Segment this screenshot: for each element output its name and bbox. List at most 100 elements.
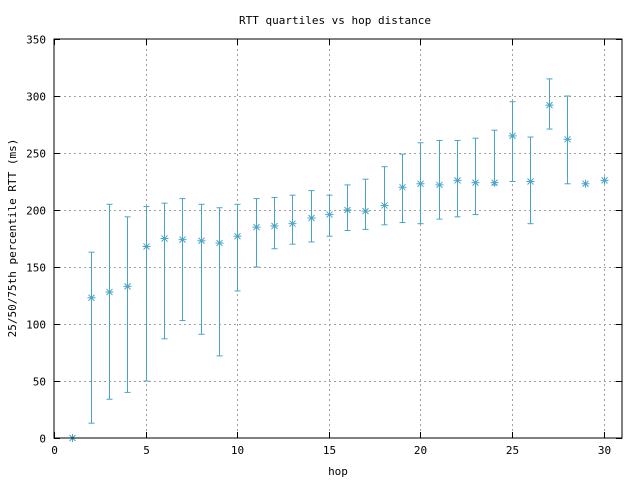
axis-ticks: 0 50 100 150 200 250 300 350 0 5 10 15 20 25 30: [26, 34, 622, 457]
y-tick-label: 250: [26, 148, 46, 161]
data-point: [471, 137, 480, 216]
data-point: [307, 190, 316, 243]
y-tick-label: 300: [26, 91, 46, 104]
data-point: [178, 198, 187, 322]
data-point: [87, 251, 96, 424]
median-star-marker: [233, 232, 242, 241]
star-stroke: [106, 288, 113, 296]
star-stroke: [381, 202, 388, 209]
star-stroke: [417, 180, 424, 188]
data-point: [197, 203, 206, 335]
data-point: [270, 196, 279, 250]
star-stroke: [491, 179, 498, 186]
median-star-marker: [600, 176, 609, 185]
plot-frame: [53, 38, 623, 439]
y-tick-label: 150: [26, 262, 46, 275]
star-stroke: [472, 179, 479, 186]
median-star-marker: [142, 242, 151, 251]
median-star-marker: [416, 179, 425, 188]
data-point: [398, 153, 407, 224]
data-point: [380, 166, 389, 226]
x-axis-label: hop: [328, 465, 348, 478]
data-point: [252, 198, 261, 268]
median-star-marker: [361, 207, 370, 216]
star-stroke: [399, 183, 406, 191]
median-star-marker: [453, 176, 462, 185]
data-point: [545, 78, 554, 130]
x-tick-label: 30: [598, 444, 611, 457]
star-stroke: [344, 206, 351, 214]
y-tick-label: 350: [26, 34, 46, 47]
star-stroke: [509, 132, 516, 140]
median-star-marker: [490, 178, 499, 187]
median-star-marker: [325, 210, 334, 219]
data-point: [160, 202, 169, 340]
x-tick-label: 0: [51, 444, 58, 457]
median-star-marker: [307, 213, 316, 222]
star-stroke: [124, 283, 131, 290]
x-tick-label: 10: [231, 444, 244, 457]
star-stroke: [582, 180, 589, 188]
data-point: [123, 216, 132, 393]
star-stroke: [289, 220, 296, 228]
median-star-marker: [526, 177, 535, 186]
data-point: [361, 178, 370, 230]
star-stroke: [362, 207, 369, 215]
median-star-marker: [398, 183, 407, 192]
star-stroke: [234, 232, 241, 240]
median-star-marker: [197, 236, 206, 245]
median-star-marker: [288, 219, 297, 228]
median-star-marker: [87, 293, 96, 302]
x-tick-label: 20: [414, 444, 427, 457]
data-point: [563, 95, 572, 185]
star-stroke: [564, 135, 571, 143]
median-star-marker: [123, 282, 132, 291]
median-star-marker: [380, 201, 389, 210]
star-stroke: [179, 236, 186, 243]
chart-title: RTT quartiles vs hop distance: [239, 14, 431, 27]
y-axis-label: 25/50/75th percentile RTT (ms): [6, 139, 19, 338]
x-tick-label: 5: [143, 444, 150, 457]
data-point: [215, 207, 224, 357]
data-point: [600, 176, 609, 185]
median-star-marker: [343, 206, 352, 214]
median-star-marker: [160, 234, 169, 243]
median-star-marker: [435, 180, 444, 189]
data-point: [435, 139, 444, 220]
star-stroke: [326, 211, 333, 218]
star-stroke: [198, 237, 205, 245]
data-point: [490, 129, 499, 187]
y-tick-label: 100: [26, 319, 46, 332]
data-series: [68, 78, 609, 442]
star-stroke: [436, 181, 443, 189]
median-star-marker: [563, 135, 572, 144]
data-point: [416, 142, 425, 225]
data-point: [325, 194, 334, 237]
median-star-marker: [178, 235, 187, 244]
median-star-marker: [252, 223, 261, 232]
median-star-marker: [105, 288, 114, 297]
data-point: [343, 184, 352, 232]
x-tick-label: 15: [323, 444, 336, 457]
data-point: [581, 179, 590, 188]
y-tick-label: 200: [26, 205, 46, 218]
y-tick-label: 0: [39, 433, 46, 446]
median-star-marker: [508, 131, 517, 140]
star-stroke: [143, 243, 150, 250]
median-star-marker: [215, 239, 224, 248]
data-point: [508, 101, 517, 182]
median-star-marker: [471, 178, 480, 187]
data-point: [105, 203, 114, 400]
star-stroke: [527, 178, 534, 185]
y-tick-label: 50: [33, 376, 46, 389]
data-point: [453, 139, 462, 218]
data-point: [233, 203, 242, 292]
median-star-marker: [270, 221, 279, 230]
x-tick-label: 25: [506, 444, 519, 457]
star-stroke: [454, 177, 461, 184]
star-stroke: [308, 214, 315, 222]
star-stroke: [161, 235, 168, 242]
star-stroke: [253, 223, 260, 231]
